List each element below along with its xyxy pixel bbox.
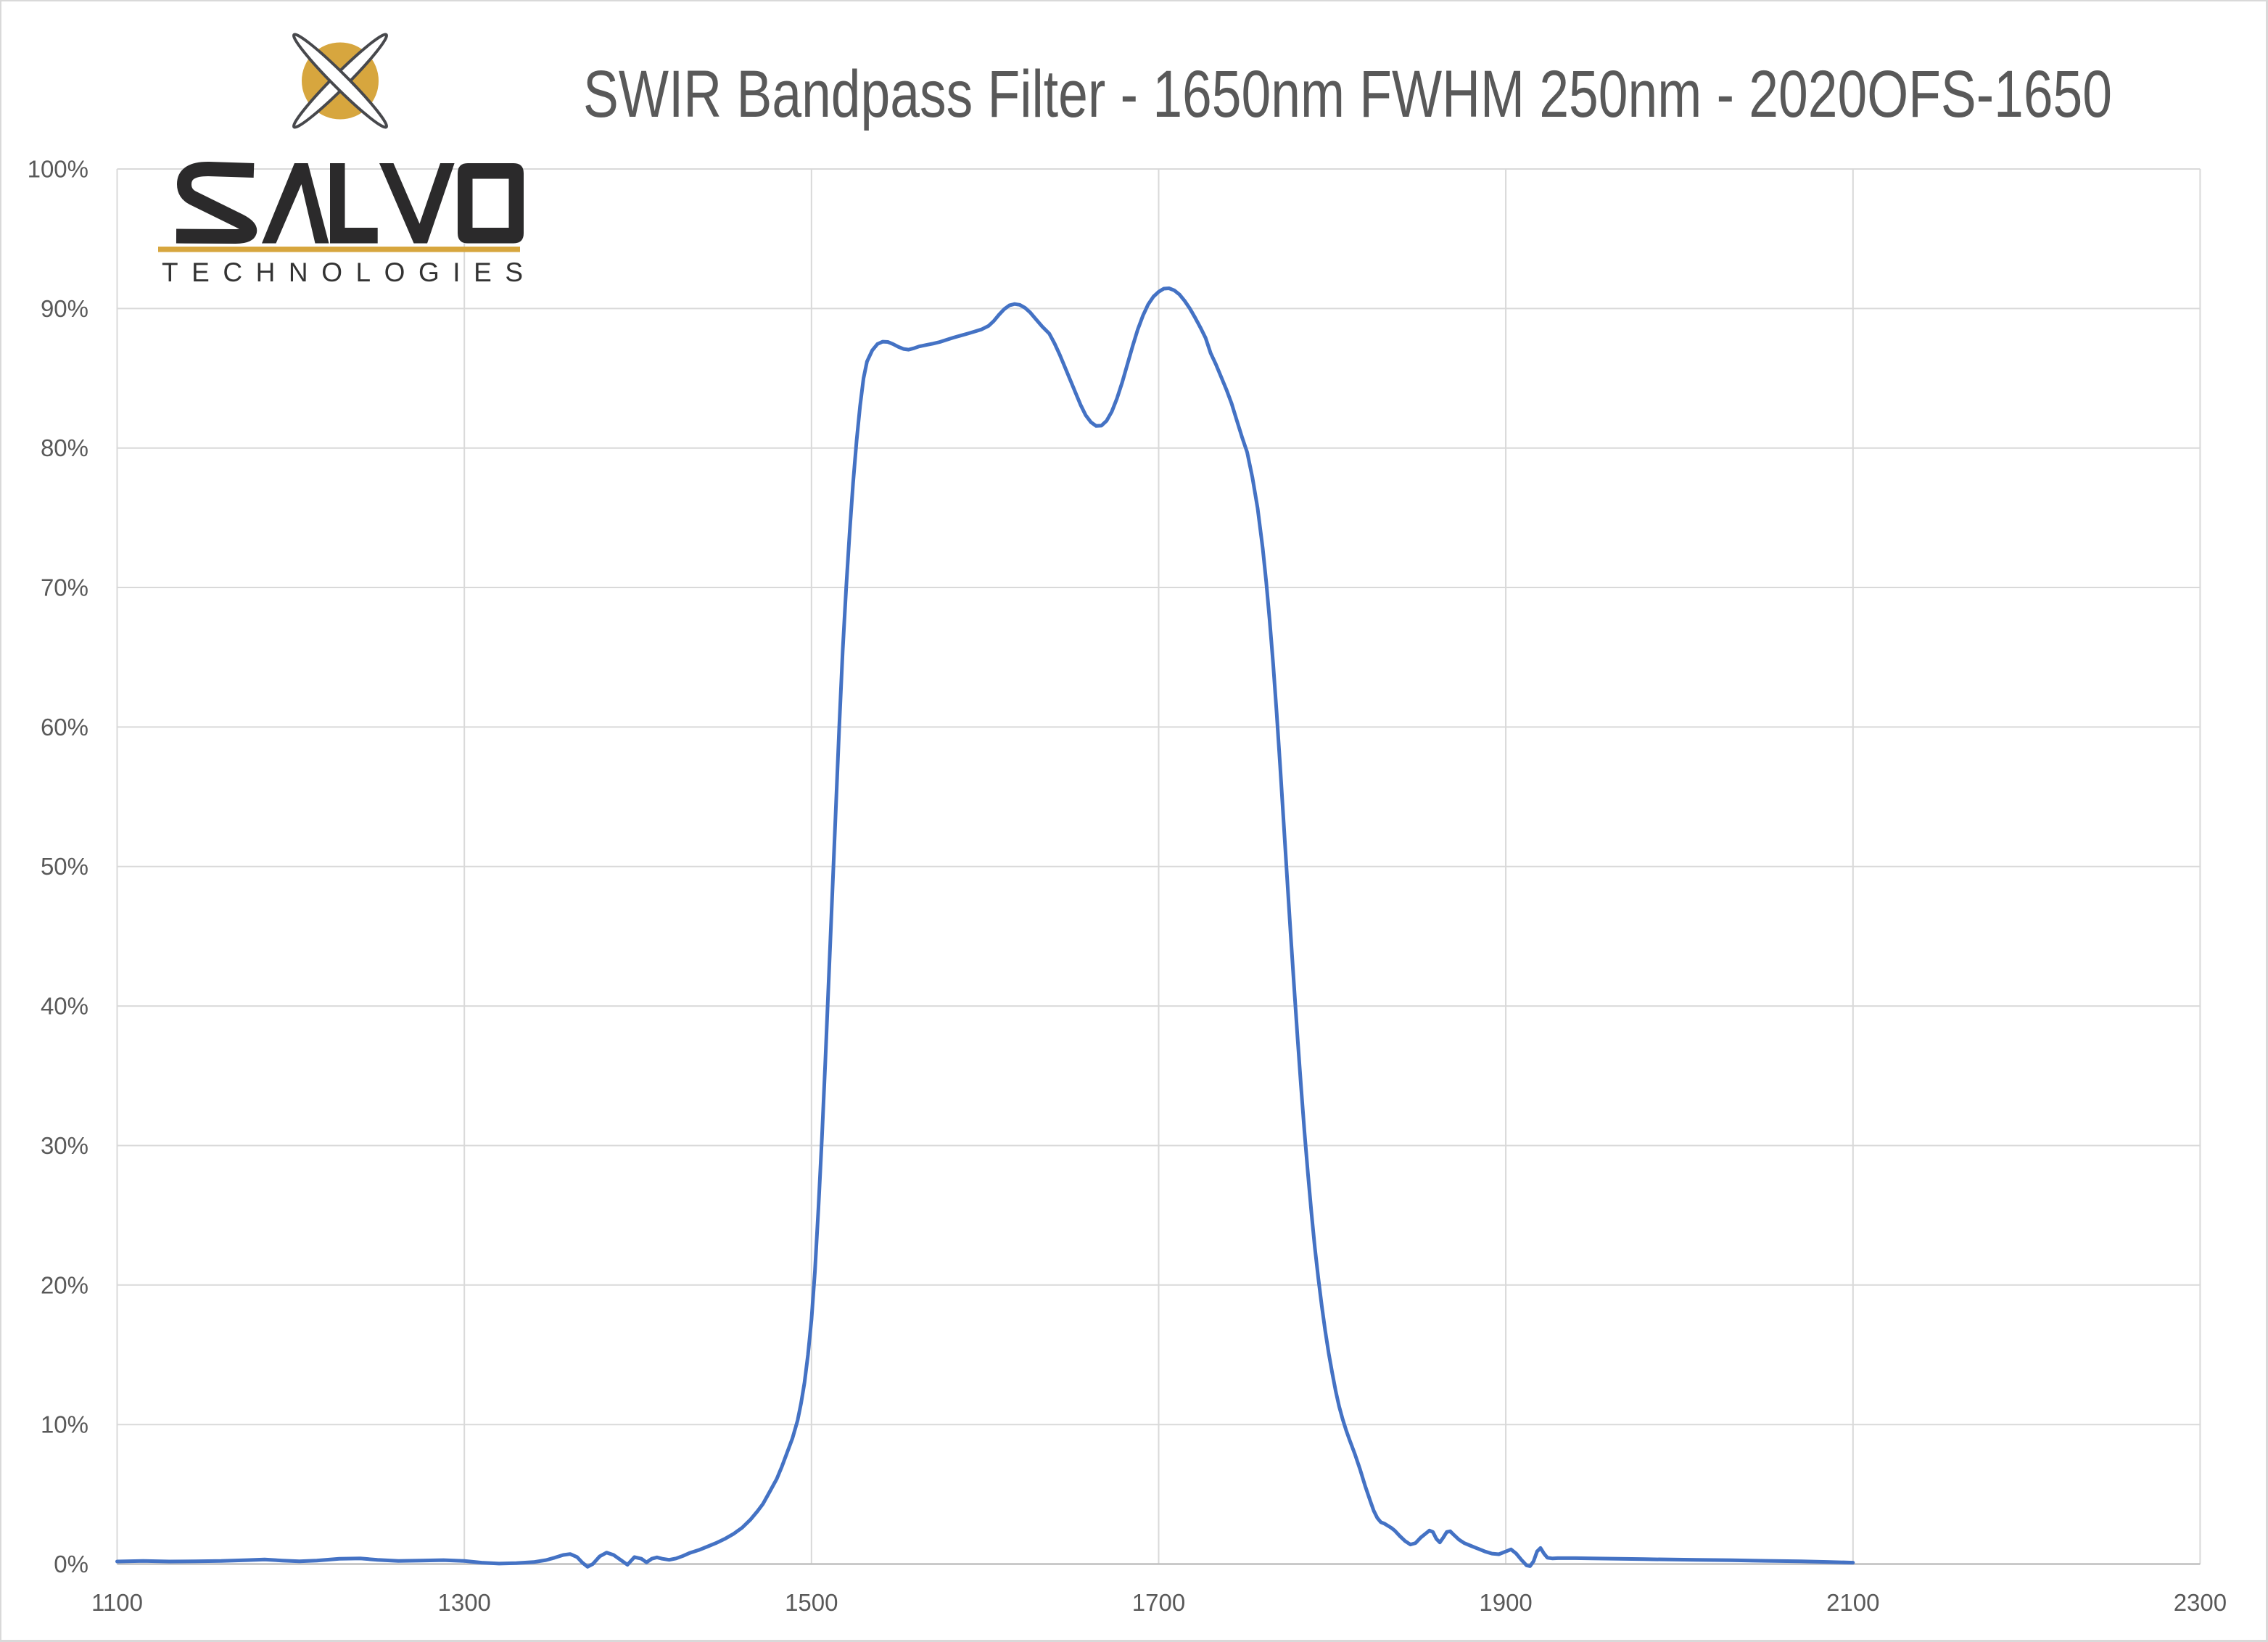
- svg-text:1500: 1500: [785, 1589, 838, 1616]
- svg-text:50%: 50%: [41, 853, 88, 880]
- svg-text:2300: 2300: [2174, 1589, 2227, 1616]
- svg-text:40%: 40%: [41, 993, 88, 1020]
- svg-text:0%: 0%: [54, 1551, 88, 1577]
- svg-text:1900: 1900: [1479, 1589, 1532, 1616]
- svg-text:1100: 1100: [91, 1589, 143, 1616]
- svg-text:10%: 10%: [41, 1411, 88, 1438]
- svg-text:1700: 1700: [1132, 1589, 1185, 1616]
- svg-text:90%: 90%: [41, 295, 88, 322]
- svg-text:80%: 80%: [41, 434, 88, 461]
- svg-text:2100: 2100: [1826, 1589, 1879, 1616]
- svg-text:100%: 100%: [28, 156, 88, 183]
- svg-text:30%: 30%: [41, 1132, 88, 1159]
- svg-text:20%: 20%: [41, 1271, 88, 1298]
- svg-text:1300: 1300: [437, 1589, 490, 1616]
- svg-text:70%: 70%: [41, 574, 88, 601]
- svg-text:SWIR Bandpass Filter - 1650nm: SWIR Bandpass Filter - 1650nm FWHM 250nm…: [583, 57, 2112, 131]
- svg-text:60%: 60%: [41, 714, 88, 740]
